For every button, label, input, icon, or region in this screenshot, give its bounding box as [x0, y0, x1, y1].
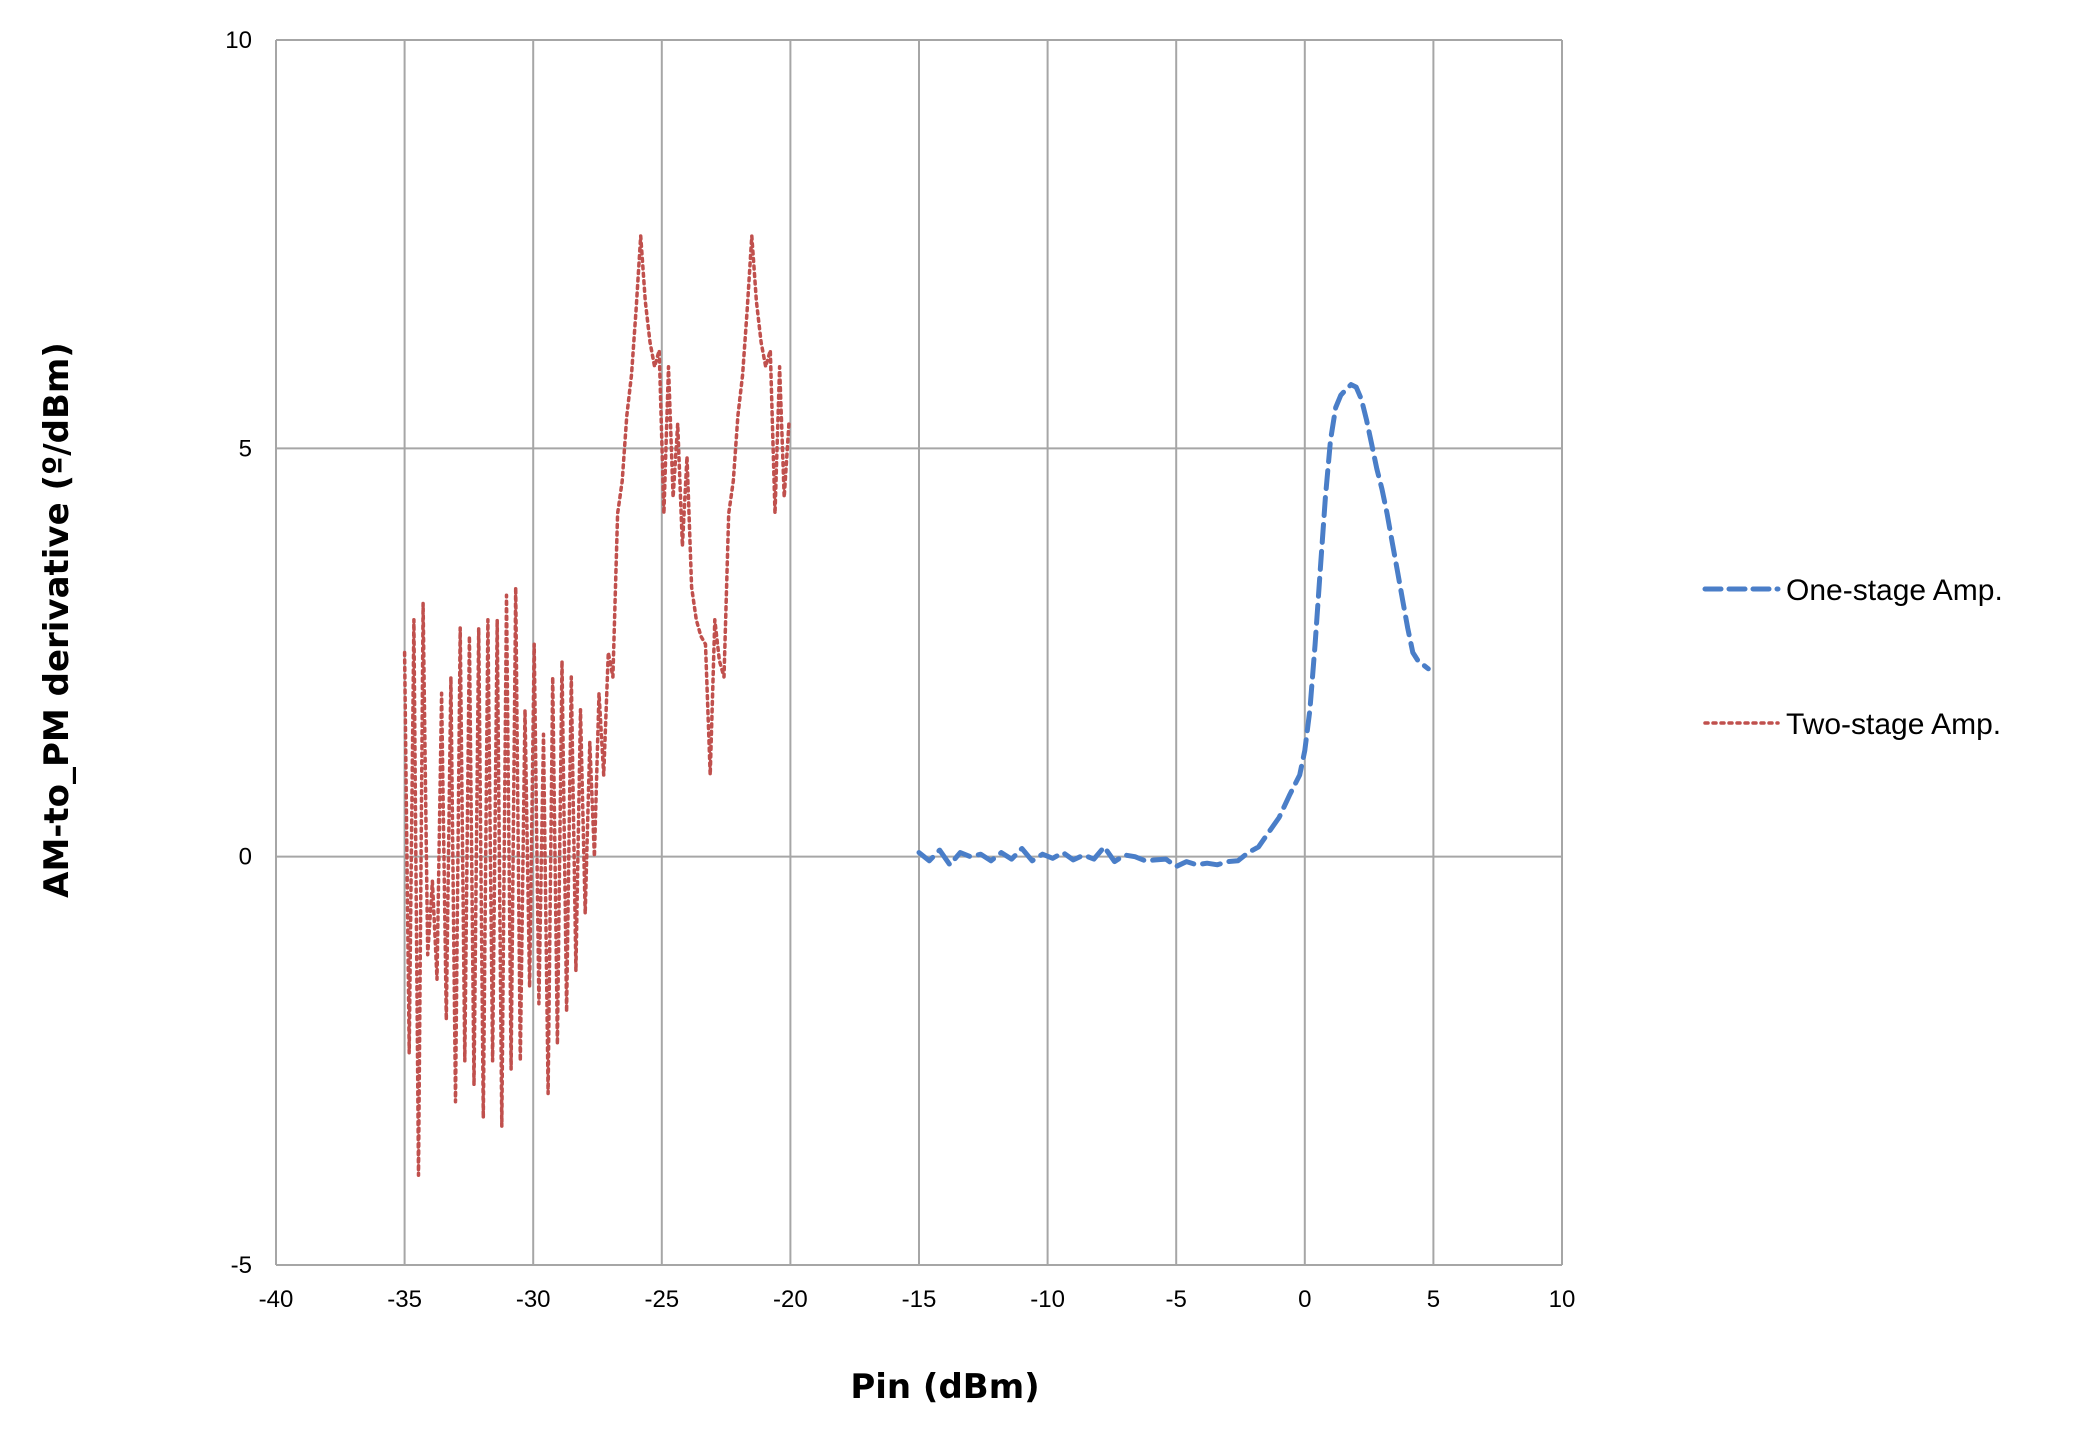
grid — [275, 39, 1563, 1266]
x-tick-label: -25 — [644, 1286, 679, 1313]
legend: One-stage Amp. Two-stage Amp. — [1702, 574, 2003, 741]
series-line-two-stage — [402, 234, 791, 1177]
legend-label-two-stage: Two-stage Amp. — [1786, 708, 2001, 741]
tick-labels: -40 -35 -30 -25 -20 -15 -10 -5 0 5 10 10 5 0 -5 — [225, 27, 1575, 1313]
x-tick-label: 10 — [1549, 1286, 1576, 1313]
y-tick-label: 0 — [239, 844, 252, 871]
y-tick-label: 5 — [239, 435, 252, 462]
y-tick-label: -5 — [231, 1252, 252, 1279]
x-tick-label: -10 — [1030, 1286, 1065, 1313]
x-axis-title: Pin (dBm) — [850, 1367, 1039, 1407]
x-tick-label: -20 — [773, 1286, 808, 1313]
x-tick-label: -15 — [902, 1286, 937, 1313]
x-tick-label: -30 — [516, 1286, 551, 1313]
y-tick-label: 10 — [225, 27, 252, 54]
series-line-one-stage — [916, 382, 1431, 869]
y-axis-title: AM-to_PM derivative (º/dBm) — [37, 342, 77, 898]
legend-label-one-stage: One-stage Amp. — [1786, 574, 2003, 607]
x-tick-label: 0 — [1298, 1286, 1311, 1313]
x-tick-label: -40 — [259, 1286, 294, 1313]
x-tick-label: -5 — [1166, 1286, 1187, 1313]
series-layer — [402, 234, 1431, 1177]
x-tick-label: -35 — [387, 1286, 422, 1313]
x-tick-label: 5 — [1427, 1286, 1440, 1313]
